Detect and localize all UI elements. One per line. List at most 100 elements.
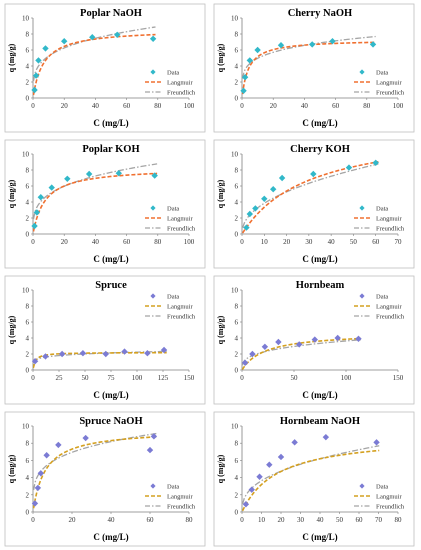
x-tick-label: 20: [61, 238, 69, 246]
x-tick-label: 0: [31, 238, 35, 246]
y-tick-label: 6: [235, 47, 239, 55]
panel-border: [4, 139, 206, 269]
data-point: [48, 184, 55, 191]
x-tick-label: 60: [372, 238, 380, 246]
data-point: [31, 358, 39, 365]
legend-data-label: Data: [167, 206, 179, 213]
y-axis-label: q (mg/g): [7, 43, 16, 72]
y-tick-label: 8: [26, 303, 30, 311]
y-tick-label: 10: [22, 151, 30, 159]
data-point: [37, 470, 44, 477]
x-axis-label: C (mg/L): [302, 118, 337, 128]
y-tick-label: 6: [26, 47, 30, 55]
langmuir-fit-line: [242, 160, 379, 234]
x-tick-label: 30: [297, 516, 305, 524]
y-tick-label: 4: [235, 199, 239, 207]
chart-title: Poplar KOH: [82, 144, 139, 155]
legend-freundlich-label: Freundlich: [167, 90, 196, 97]
legend-langmuir-label: Langmuir: [376, 216, 402, 223]
langmuir-fit-line: [33, 436, 157, 509]
x-tick-label: 0: [31, 516, 35, 524]
panel-border: [213, 3, 415, 133]
x-tick-label: 20: [270, 102, 278, 110]
legend-data-label: Data: [376, 206, 388, 213]
y-tick-label: 8: [235, 31, 239, 39]
x-tick-label: 10: [261, 238, 269, 246]
data-point: [35, 57, 42, 64]
x-tick-label: 50: [350, 238, 358, 246]
freundlich-fit-line: [33, 350, 167, 364]
x-tick-label: 10: [258, 516, 266, 524]
y-tick-label: 2: [26, 215, 30, 223]
panel-border: [213, 411, 415, 547]
data-point: [249, 350, 256, 358]
legend-data-label: Data: [376, 294, 388, 301]
data-point: [355, 335, 362, 342]
data-point: [64, 175, 71, 182]
y-tick-label: 0: [26, 367, 30, 375]
y-tick-label: 8: [235, 303, 239, 311]
legend-freundlich-label: Freundlich: [376, 226, 405, 233]
y-tick-label: 10: [231, 15, 239, 23]
x-axis-label: C (mg/L): [93, 390, 128, 400]
data-point: [252, 205, 259, 212]
x-tick-label: 30: [305, 238, 313, 246]
x-tick-label: 100: [132, 374, 143, 382]
x-tick-label: 100: [184, 238, 195, 246]
y-tick-label: 6: [26, 457, 30, 465]
x-tick-label: 0: [240, 102, 244, 110]
data-point: [372, 159, 379, 166]
freundlich-fit-line: [242, 163, 379, 228]
data-point: [309, 41, 316, 48]
data-point: [61, 38, 68, 45]
data-point: [55, 441, 62, 449]
langmuir-fit-line: [242, 41, 376, 95]
x-tick-label: 100: [184, 102, 195, 110]
x-tick-label: 50: [291, 374, 299, 382]
data-point: [42, 45, 49, 52]
y-tick-label: 6: [235, 457, 239, 465]
data-point: [146, 446, 154, 454]
data-point: [261, 195, 268, 202]
legend-data-marker: [150, 69, 156, 75]
data-point: [248, 486, 255, 493]
data-point: [373, 439, 380, 446]
data-point: [291, 439, 298, 446]
data-point: [32, 72, 40, 79]
chart-panel-7: Spruce NaOH 0 2 4 6 8 10 0 20 40 60 80 C (mg/L) q (mg…: [4, 411, 206, 547]
x-tick-label: 25: [56, 374, 64, 382]
data-point: [149, 35, 157, 42]
legend-data-marker: [150, 483, 156, 489]
data-point: [102, 350, 109, 358]
chart-panel-4: Cherry KOH 0 2 4 6 8 10 0 10 20 30 40 50 60 70 C (mg/L)…: [213, 139, 415, 269]
legend-data-marker: [359, 483, 365, 489]
y-axis-label: q (mg/g): [7, 454, 16, 483]
x-axis-label: C (mg/L): [302, 254, 337, 264]
legend-data-marker: [150, 205, 156, 211]
y-tick-label: 4: [235, 335, 239, 343]
data-point: [296, 341, 303, 348]
y-tick-label: 4: [235, 474, 239, 482]
data-point: [37, 194, 44, 201]
y-axis-label: q (mg/g): [7, 315, 16, 344]
x-tick-label: 0: [240, 516, 244, 524]
y-tick-label: 2: [235, 79, 239, 87]
y-tick-label: 8: [26, 440, 30, 448]
x-tick-label: 40: [317, 516, 325, 524]
x-tick-label: 100: [341, 374, 352, 382]
legend-data-label: Data: [376, 70, 388, 77]
legend-data-marker: [150, 293, 156, 299]
panel-border: [4, 411, 206, 547]
x-tick-label: 60: [332, 102, 340, 110]
y-tick-label: 10: [231, 287, 239, 295]
data-point: [89, 34, 96, 41]
data-point: [254, 46, 261, 54]
x-tick-label: 40: [92, 102, 100, 110]
data-point: [58, 350, 66, 358]
chart-title: Hornbeam: [296, 280, 345, 291]
langmuir-fit-line: [33, 172, 158, 232]
